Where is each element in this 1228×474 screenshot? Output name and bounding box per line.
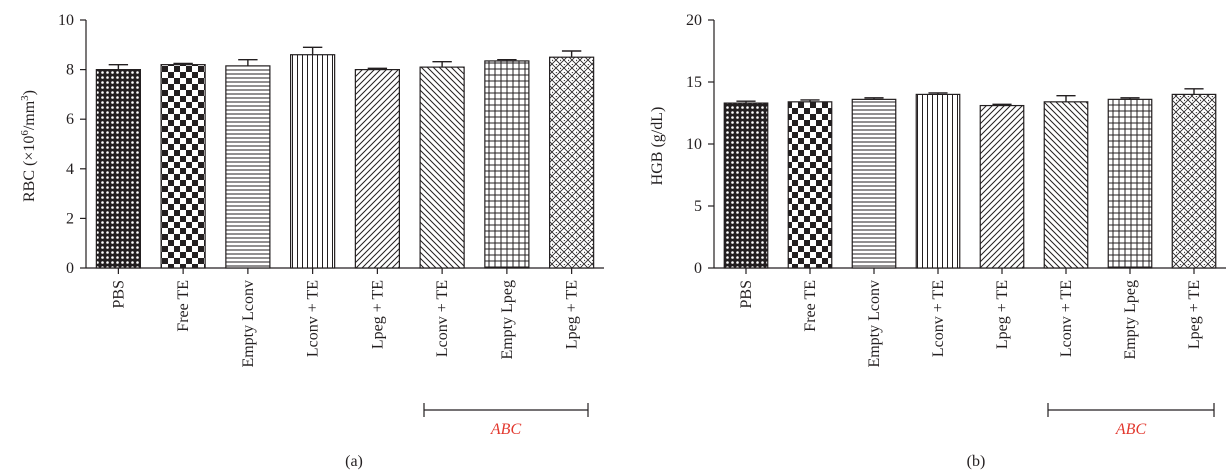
- category-label-b-2: Empty Lconv: [866, 280, 883, 368]
- category-label-a-2: Empty Lconv: [240, 280, 257, 368]
- bar-b-2: [851, 98, 897, 269]
- bar-a-2: [225, 65, 271, 269]
- y-tick-label-a: 0: [66, 260, 74, 277]
- y-tick-label-a: 8: [66, 62, 74, 79]
- error-bar-a-7: [561, 50, 582, 58]
- y-tick-label-a: 6: [66, 111, 74, 128]
- category-label-a-5: Lconv + TE: [434, 280, 451, 357]
- error-bar-b-5: [1056, 94, 1076, 102]
- error-bar-b-7: [1184, 88, 1204, 95]
- chart-panel-b: HGB (g/dL) (b) 0 5 10 15 20 PBS Free TE Empty L…: [649, 12, 1226, 470]
- y-tick-label-b: 0: [694, 260, 702, 277]
- bar-a-7: [549, 56, 595, 269]
- bar-b-6: [1107, 98, 1153, 269]
- bar-b-3: [915, 93, 961, 269]
- bar-a-0: [95, 68, 141, 269]
- y-axis-title-a: RBC (×106/mm3): [19, 90, 38, 202]
- bar-a-3: [290, 54, 336, 269]
- bar-a-4: [354, 68, 400, 269]
- error-bar-a-0: [108, 63, 129, 70]
- error-bar-a-4: [367, 67, 388, 70]
- category-label-a-4: Lpeg + TE: [369, 280, 386, 349]
- abc-bracket-a: [423, 403, 589, 417]
- error-bar-a-1: [173, 62, 193, 65]
- error-bar-a-6: [497, 58, 517, 61]
- category-label-a-3: Lconv + TE: [305, 280, 322, 357]
- error-bar-a-5: [432, 60, 452, 68]
- bar-b-0: [723, 102, 769, 269]
- category-label-a-0: PBS: [110, 280, 127, 308]
- bar-b-4: [979, 104, 1025, 269]
- error-bar-a-3: [302, 46, 323, 55]
- category-label-b-6: Empty Lpeg: [1122, 280, 1139, 360]
- category-label-b-3: Lconv + TE: [930, 280, 947, 357]
- bar-a-6: [484, 60, 530, 269]
- y-tick-label-a: 2: [66, 210, 74, 227]
- error-bar-b-6: [1120, 97, 1140, 100]
- abc-bracket-b: [1047, 403, 1215, 417]
- panel-label-b: (b): [967, 453, 986, 470]
- y-tick-label-b: 15: [686, 74, 702, 91]
- category-label-a-6: Empty Lpeg: [499, 280, 516, 360]
- error-bar-b-2: [864, 97, 884, 100]
- y-tick-label-a: 10: [58, 12, 74, 29]
- y-axis-title-b: HGB (g/dL): [649, 107, 666, 186]
- category-label-a-1: Free TE: [175, 280, 192, 332]
- error-bar-b-3: [928, 92, 948, 95]
- error-bar-a-2: [238, 58, 258, 66]
- bar-a-5: [419, 66, 465, 269]
- category-label-b-4: Lpeg + TE: [994, 280, 1011, 349]
- panel-label-a: (a): [345, 453, 363, 470]
- y-tick-label-b: 10: [686, 136, 702, 153]
- error-bar-b-0: [736, 100, 756, 104]
- y-tick-label-b: 20: [686, 12, 702, 29]
- bar-b-7: [1171, 93, 1217, 269]
- category-label-b-5: Lconv + TE: [1058, 280, 1075, 357]
- chart-panel-a: RBC (×106/mm3) (a) 0 2 4 6 8 10 PBS Free TE Empt…: [19, 12, 604, 470]
- bar-b-1: [787, 101, 833, 269]
- category-label-b-7: Lpeg + TE: [1186, 280, 1203, 349]
- error-bar-b-4: [992, 103, 1012, 106]
- category-label-a-7: Lpeg + TE: [564, 280, 581, 349]
- category-label-b-0: PBS: [738, 280, 755, 308]
- category-label-b-1: Free TE: [802, 280, 819, 332]
- error-bar-b-1: [800, 99, 820, 102]
- bar-a-1: [160, 64, 206, 269]
- abc-label-b: ABC: [1115, 421, 1147, 438]
- bar-b-5: [1043, 101, 1089, 269]
- y-tick-label-a: 4: [66, 161, 74, 178]
- y-tick-label-b: 5: [694, 198, 702, 215]
- abc-label-a: ABC: [490, 421, 522, 438]
